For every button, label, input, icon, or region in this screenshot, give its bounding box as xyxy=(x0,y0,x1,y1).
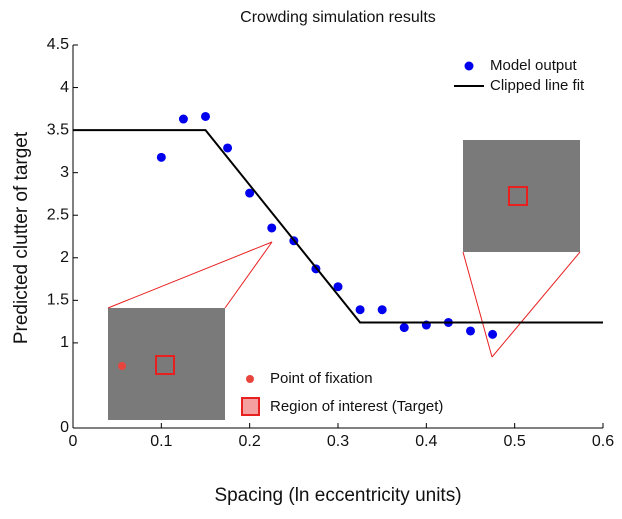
y-tick-label: 2 xyxy=(60,249,69,266)
y-tick-label: 4 xyxy=(60,79,69,96)
legend-label: Model output xyxy=(490,57,578,74)
x-tick-label: 0.1 xyxy=(150,433,172,450)
chart-title: Crowding simulation results xyxy=(240,9,436,26)
x-tick-label: 0.3 xyxy=(327,433,349,450)
roi-box xyxy=(155,355,175,375)
connector xyxy=(224,241,273,309)
annotation: Region of interest (Target) xyxy=(270,398,443,415)
point xyxy=(156,152,166,162)
y-tick-label: 2.5 xyxy=(47,206,69,223)
legend-roi xyxy=(241,397,260,416)
y-tick-label: 1.5 xyxy=(47,292,69,309)
x-tick-label: 0.6 xyxy=(592,433,614,450)
y-axis-label: Predicted clutter of target xyxy=(11,131,32,344)
point xyxy=(466,326,475,336)
legend-swatch xyxy=(464,61,474,71)
point xyxy=(399,323,409,333)
point xyxy=(355,305,365,315)
legend-fixation xyxy=(246,375,254,383)
x-tick-label: 0.4 xyxy=(415,433,437,450)
annotation: Point of fixation xyxy=(270,370,373,387)
point xyxy=(488,329,498,339)
point xyxy=(223,143,233,153)
y-tick-label: 3.5 xyxy=(47,121,69,138)
x-tick-label: 0.2 xyxy=(239,433,261,450)
connector xyxy=(491,251,581,358)
y-tick-label: 4.5 xyxy=(47,36,69,53)
point xyxy=(245,188,255,198)
y-tick-label: 0 xyxy=(60,419,69,436)
y-tick-label: 3 xyxy=(60,164,69,181)
y-tick-label: 1 xyxy=(60,334,69,351)
point xyxy=(333,282,343,292)
point xyxy=(201,111,210,121)
inset-image xyxy=(463,140,580,252)
point xyxy=(377,305,387,315)
x-tick-label: 0.5 xyxy=(504,433,526,450)
roi-box xyxy=(508,186,528,206)
legend-label: Clipped line fit xyxy=(490,77,585,94)
point xyxy=(267,223,277,233)
connector xyxy=(107,241,273,309)
fit-line xyxy=(73,129,603,324)
inset-image xyxy=(108,308,225,420)
x-axis-label: Spacing (ln eccentricity units) xyxy=(214,485,461,506)
fixation-dot xyxy=(118,362,126,370)
x-tick-label: 0 xyxy=(69,433,78,450)
connector xyxy=(462,251,493,358)
point xyxy=(178,114,188,124)
insets: Point of fixation Region of interest (Ta… xyxy=(107,140,581,420)
